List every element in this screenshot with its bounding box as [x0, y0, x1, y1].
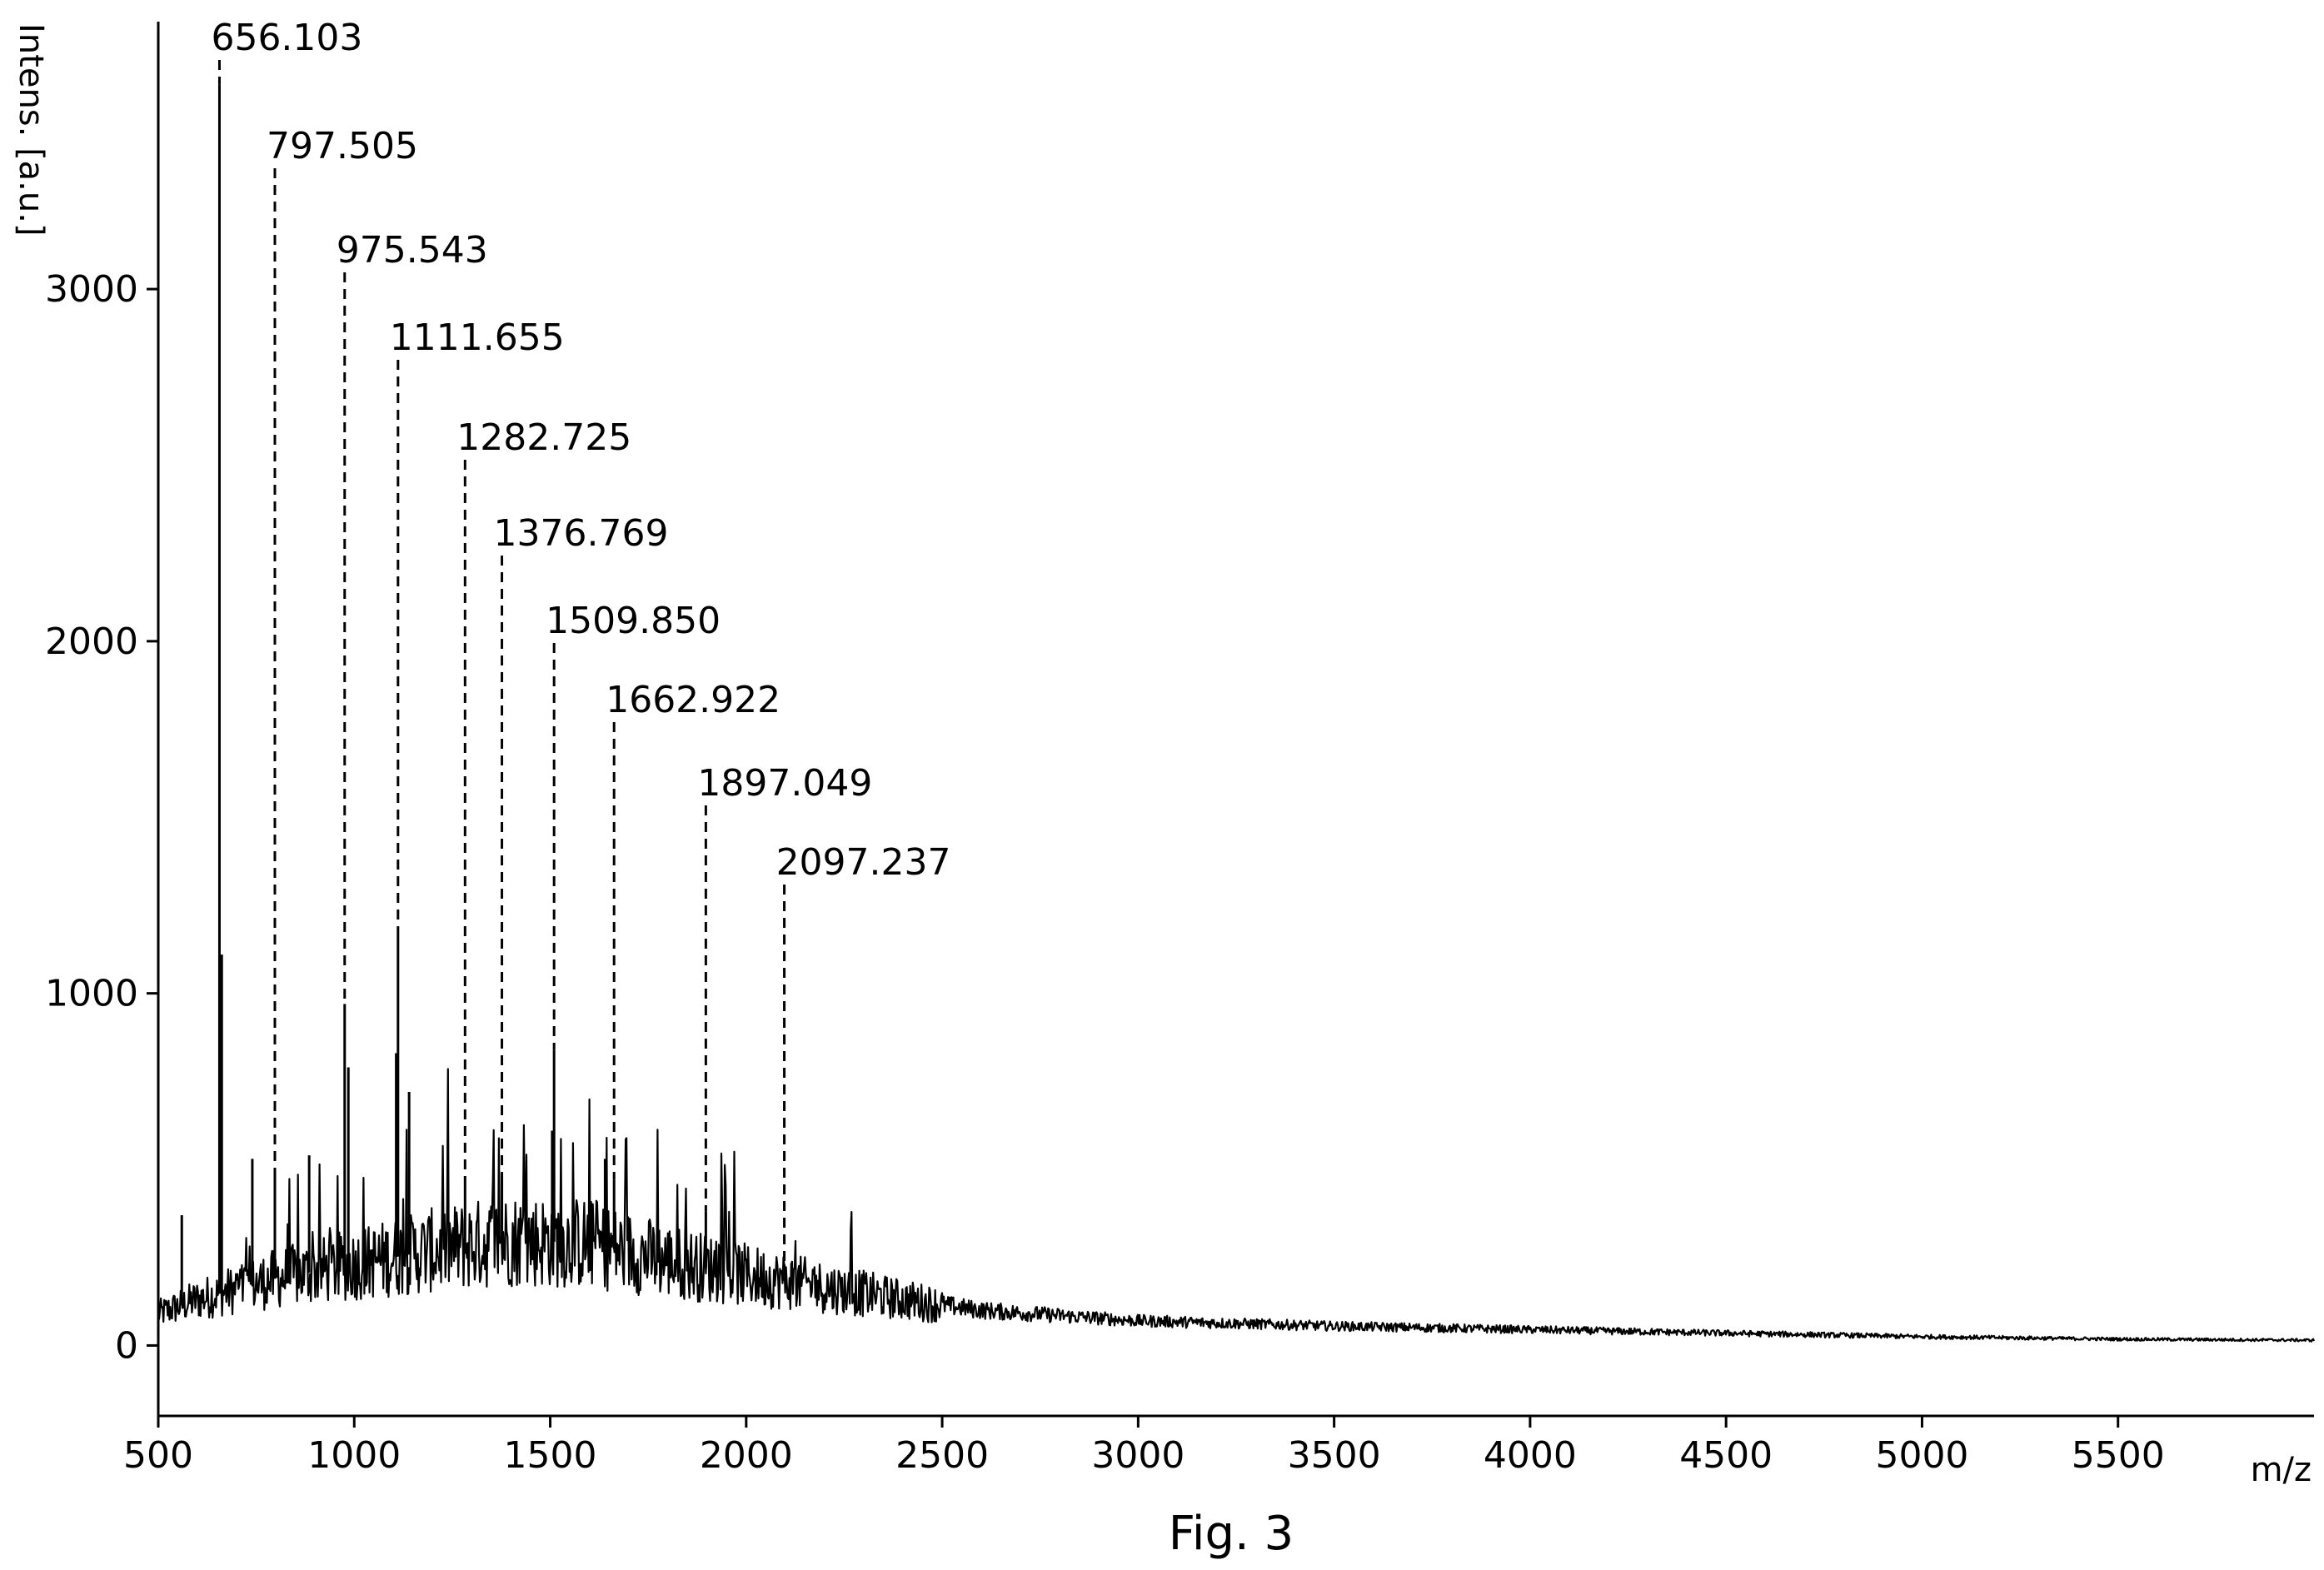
spectrum-layer	[157, 84, 2316, 1343]
x-tick-label: 1000	[307, 1434, 401, 1477]
y-tick-label: 2000	[45, 621, 138, 663]
x-tick-label: 1500	[504, 1434, 597, 1477]
x-tick-label: 3500	[1288, 1434, 1381, 1477]
peak-label: 1897.049	[697, 762, 872, 805]
spectrum-trace	[157, 1068, 2316, 1343]
peak-label: 975.543	[337, 229, 488, 272]
peak-label: 656.103	[211, 17, 362, 59]
x-tick-label: 4000	[1484, 1434, 1577, 1477]
y-tick-label: 1000	[45, 973, 138, 1015]
y-tick-label: 0	[115, 1324, 138, 1367]
x-tick-label: 2500	[895, 1434, 989, 1477]
x-tick-label: 2000	[700, 1434, 793, 1477]
figure-caption: Fig. 3	[1169, 1507, 1294, 1561]
peak-label: 1111.655	[390, 316, 565, 359]
x-axis-label: m/z	[2251, 1451, 2312, 1489]
x-tick-label: 3000	[1091, 1434, 1184, 1477]
y-tick-label: 3000	[45, 268, 138, 311]
peak-label: 1662.922	[606, 679, 780, 721]
x-tick-label: 500	[123, 1434, 193, 1477]
x-tick-label: 5500	[2072, 1434, 2165, 1477]
x-tick-label: 5000	[1875, 1434, 1968, 1477]
axes: 500 1000 1500 2000 2500 3000 3500 4000 4500 5000 5…	[45, 22, 2314, 1477]
peak-label: 1376.769	[494, 512, 669, 555]
y-axis-label: Intens. [a.u.]	[12, 23, 50, 237]
peak-annotations: 656.103 797.505 975.543 1111.655 1282.725 137…	[211, 17, 951, 1265]
peak-label: 1509.850	[546, 600, 721, 642]
peak-label: 797.505	[267, 125, 418, 167]
peak-label: 2097.237	[776, 841, 951, 884]
x-tick-label: 4500	[1679, 1434, 1773, 1477]
peak-label: 1282.725	[456, 416, 631, 459]
